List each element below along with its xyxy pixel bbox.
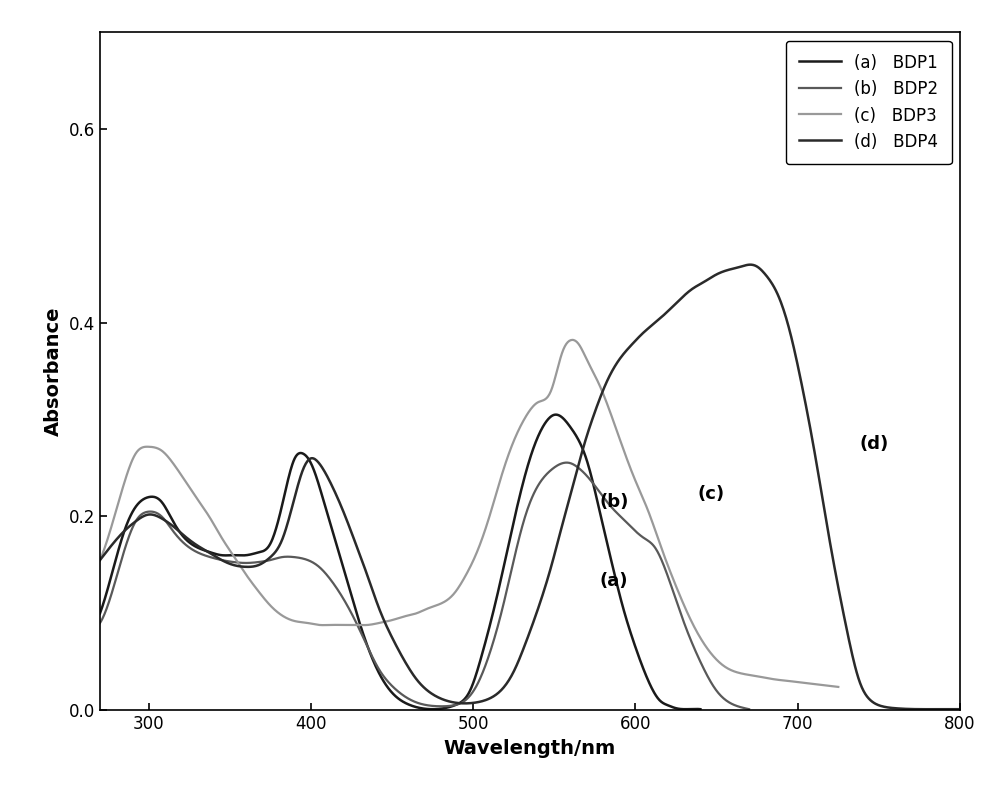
Text: (d): (d) [859, 435, 889, 453]
Y-axis label: Absorbance: Absorbance [44, 307, 63, 436]
X-axis label: Wavelength/nm: Wavelength/nm [444, 738, 616, 758]
Text: (c): (c) [697, 485, 724, 503]
Text: (a): (a) [600, 572, 628, 590]
Legend: (a)   BDP1, (b)   BDP2, (c)   BDP3, (d)   BDP4: (a) BDP1, (b) BDP2, (c) BDP3, (d) BDP4 [786, 40, 952, 165]
Text: (b): (b) [600, 493, 629, 511]
